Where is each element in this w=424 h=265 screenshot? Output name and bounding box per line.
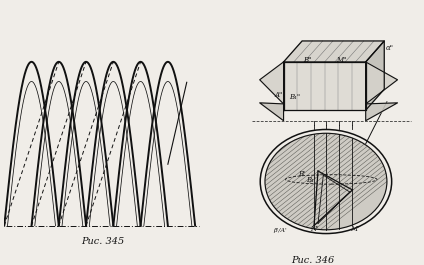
Text: β'/A': β'/A' (273, 228, 287, 233)
Polygon shape (365, 41, 384, 110)
Polygon shape (284, 62, 365, 110)
Text: M': M' (350, 225, 359, 233)
Text: A": A" (274, 91, 282, 99)
Text: N': N' (310, 225, 318, 233)
Polygon shape (365, 62, 398, 104)
Polygon shape (259, 62, 284, 104)
Text: B₁': B₁' (306, 175, 316, 184)
Text: α": α" (385, 45, 393, 52)
Polygon shape (284, 41, 384, 62)
Text: M": M" (337, 56, 347, 64)
Text: B": B" (304, 56, 312, 64)
Text: Рис. 346: Рис. 346 (291, 256, 335, 265)
Text: Рис. 345: Рис. 345 (81, 237, 125, 246)
Text: B': B' (298, 170, 305, 178)
Text: B₁": B₁" (289, 93, 300, 101)
Polygon shape (265, 133, 387, 230)
Polygon shape (365, 103, 398, 121)
Polygon shape (259, 103, 284, 121)
